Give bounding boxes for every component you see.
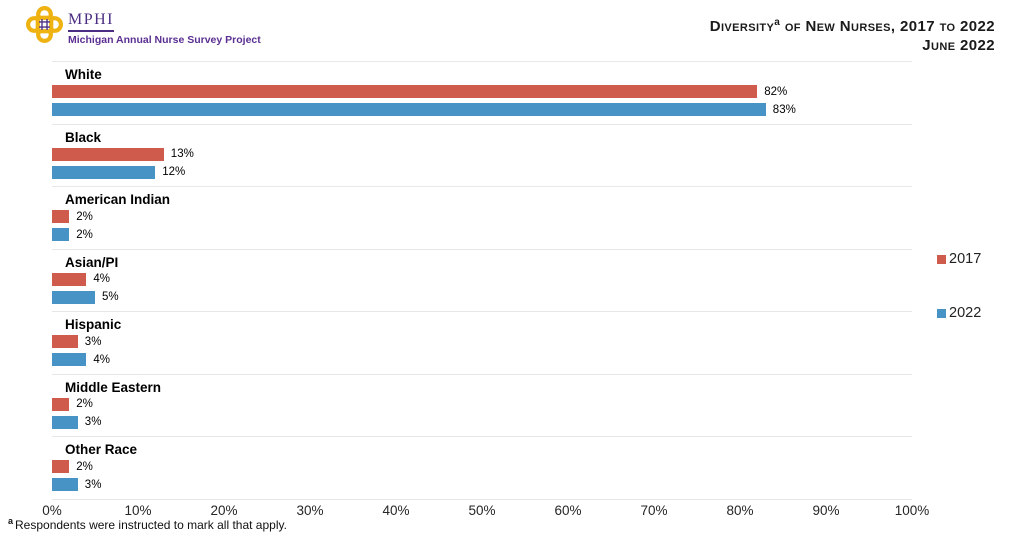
- bar-2022: [52, 478, 78, 491]
- bar-line-2022: 5%: [52, 290, 912, 304]
- x-axis-tick: 100%: [894, 502, 930, 518]
- bar-value-label: 2%: [76, 398, 93, 410]
- category-label: American Indian: [65, 192, 171, 207]
- logo-text: MPHI Michigan Annual Nurse Survey Projec…: [68, 6, 261, 46]
- bar-2022: [52, 290, 95, 304]
- report-date: June 2022: [922, 36, 995, 54]
- bar-line-2022: 4%: [52, 353, 912, 366]
- category-label: Asian/PI: [65, 254, 119, 270]
- legend-item-2017: 2017: [937, 251, 981, 267]
- report-title-line1: Diversitya of New Nurses, 2017 to 2022: [710, 18, 995, 37]
- bar-line-2017: 2%: [52, 397, 912, 411]
- x-axis-tick: 60%: [554, 502, 582, 518]
- footnote-text: Respondents were instructed to mark all …: [15, 518, 287, 532]
- bar-2022: [52, 165, 156, 179]
- legend-label: 2017: [949, 251, 982, 267]
- bar-line-2022: 83%: [52, 103, 912, 116]
- x-axis-tick: 30%: [296, 502, 324, 518]
- bar-2017: [52, 397, 70, 411]
- x-axis-tick: 10%: [124, 502, 152, 518]
- legend-item-2022: 2022: [937, 305, 981, 321]
- bar-2017: [52, 272, 87, 286]
- x-axis-tick: 40%: [382, 502, 410, 518]
- bar-line-2017: 13%: [52, 147, 912, 161]
- bar-2017: [52, 85, 758, 98]
- chart-row: Other Race 2% 3%: [52, 436, 912, 499]
- chart-row: Black 13% 12%: [52, 123, 912, 187]
- legend-label: 2022: [949, 305, 982, 321]
- bar-value-label: 2%: [76, 228, 93, 241]
- bar-value-label: 2%: [76, 460, 93, 473]
- bar-line-2017: 3%: [52, 335, 912, 348]
- chart-rows: White 82% 83% Black 13% 12% American Indian 2% 2…: [52, 61, 912, 500]
- chart-row: American Indian 2% 2%: [52, 186, 912, 249]
- bar-value-label: 4%: [93, 353, 111, 366]
- bar-2022: [52, 103, 766, 116]
- chart-legend: 2017 2022: [937, 251, 981, 359]
- x-axis-tick: 80%: [726, 502, 754, 518]
- category-label: Black: [65, 129, 102, 145]
- bar-value-label: 5%: [102, 291, 119, 303]
- bar-2017: [52, 210, 70, 223]
- diversity-bar-chart: White 82% 83% Black 13% 12% American Indian 2% 2…: [42, 61, 929, 521]
- legend-swatch-icon: [937, 254, 946, 264]
- bar-value-label: 3%: [84, 478, 102, 491]
- legend-swatch-icon: [937, 308, 946, 318]
- chart-row: Hispanic 3% 4%: [52, 311, 912, 374]
- bar-value-label: 83%: [772, 103, 796, 116]
- chart-row: Asian/PI 4% 5%: [52, 248, 912, 312]
- x-axis-tick: 0%: [42, 502, 62, 518]
- logo-subtitle: Michigan Annual Nurse Survey Project: [68, 33, 261, 46]
- bar-value-label: 13%: [170, 148, 194, 160]
- bar-value-label: 3%: [84, 416, 102, 428]
- bar-line-2017: 2%: [52, 460, 912, 473]
- bar-value-label: 4%: [93, 273, 111, 285]
- category-label: Other Race: [65, 442, 138, 457]
- title-footnote-marker: a: [774, 17, 781, 28]
- logo-org-name: MPHI: [68, 11, 115, 32]
- bar-2022: [52, 228, 70, 241]
- bar-2017: [52, 335, 78, 348]
- category-label: White: [65, 67, 102, 82]
- x-axis-tick: 50%: [468, 502, 496, 518]
- chart-row: White 82% 83%: [52, 61, 912, 124]
- mphi-logo: MPHI Michigan Annual Nurse Survey Projec…: [26, 6, 261, 46]
- bar-line-2017: 4%: [52, 272, 912, 286]
- bar-2022: [52, 353, 87, 366]
- bar-value-label: 82%: [764, 85, 788, 98]
- title-text-main: Diversity: [709, 18, 775, 35]
- chart-row: Middle Eastern 2% 3%: [52, 373, 912, 437]
- bar-line-2022: 2%: [52, 228, 912, 241]
- bar-line-2017: 2%: [52, 210, 912, 223]
- category-label: Middle Eastern: [65, 379, 162, 395]
- footnote: a Respondents were instructed to mark all…: [8, 516, 287, 533]
- bar-line-2022: 12%: [52, 165, 912, 179]
- bar-line-2017: 82%: [52, 85, 912, 98]
- x-axis: 0% 10% 20% 30% 40% 50% 60% 70% 80% 90% 100%: [42, 502, 929, 521]
- bar-2017: [52, 147, 164, 161]
- category-label: Hispanic: [65, 317, 122, 332]
- x-axis-tick: 90%: [812, 502, 840, 518]
- bar-value-label: 2%: [76, 210, 93, 223]
- title-text-rest: of New Nurses, 2017 to 2022: [780, 18, 995, 35]
- bar-line-2022: 3%: [52, 415, 912, 429]
- bar-2022: [52, 415, 78, 429]
- report-title: Diversitya of New Nurses, 2017 to 2022 J…: [710, 18, 995, 56]
- bar-2017: [52, 460, 70, 473]
- x-axis-tick: 20%: [210, 502, 238, 518]
- footnote-marker: a: [8, 516, 14, 526]
- x-axis-tick: 70%: [640, 502, 668, 518]
- bar-value-label: 3%: [84, 335, 102, 348]
- mphi-knot-icon: [26, 6, 63, 43]
- bar-line-2022: 3%: [52, 478, 912, 491]
- bar-value-label: 12%: [162, 166, 186, 178]
